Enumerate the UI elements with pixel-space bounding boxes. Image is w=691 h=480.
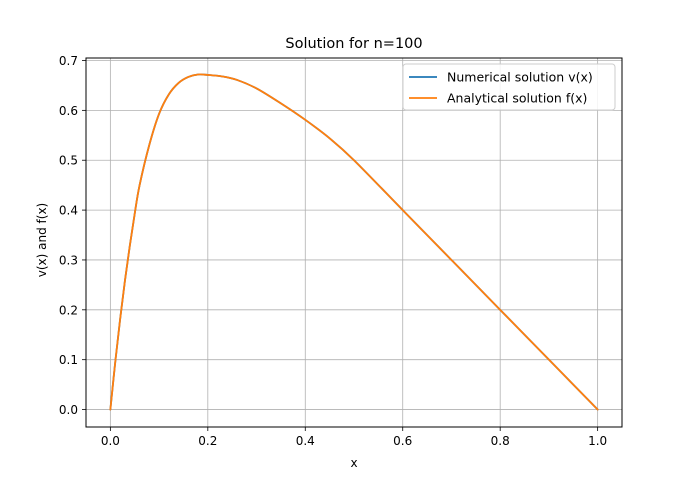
y-axis-label: v(x) and f(x)	[35, 203, 49, 277]
y-tick-label: 0.3	[59, 253, 78, 267]
x-tick-label: 0.8	[491, 434, 510, 448]
series-line-0	[109, 73, 599, 411]
x-axis-label: x	[350, 456, 357, 470]
legend-entry-label: Analytical solution f(x)	[447, 91, 587, 106]
series-line-1	[109, 73, 599, 411]
y-tick-label: 0.4	[59, 204, 78, 218]
x-tick-label: 0.2	[198, 434, 217, 448]
y-tick-label: 0.7	[59, 54, 78, 68]
x-tick-label: 0.6	[393, 434, 412, 448]
y-tick-label: 0.2	[59, 303, 78, 317]
plot-area	[85, 57, 623, 428]
legend-box	[402, 63, 616, 111]
x-tick-label: 0.4	[296, 434, 315, 448]
chart-title: Solution for n=100	[285, 36, 422, 52]
y-tick-label: 0.1	[59, 353, 78, 367]
x-axis-ticks: 0.0 0.2 0.4 0.6 0.8 1.0	[101, 427, 607, 448]
x-tick-label: 0.0	[101, 434, 120, 448]
legend: Numerical solution v(x) Analytical soluti…	[402, 63, 616, 111]
x-tick-label: 1.0	[588, 434, 607, 448]
y-tick-label: 0.0	[59, 403, 78, 417]
y-tick-label: 0.6	[59, 104, 78, 118]
y-tick-label: 0.5	[59, 154, 78, 168]
y-axis-ticks: 0.0 0.1 0.2 0.3 0.4 0.5 0.6 0.7	[59, 54, 86, 417]
legend-entry-label: Numerical solution v(x)	[447, 70, 593, 85]
grid-lines	[86, 58, 622, 427]
series-lines	[109, 73, 599, 411]
